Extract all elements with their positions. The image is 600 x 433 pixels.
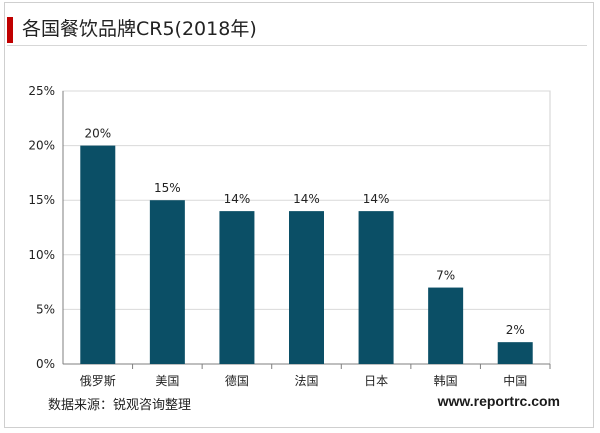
title-accent-bar bbox=[7, 17, 13, 43]
website-watermark: www.reportrc.com bbox=[437, 393, 560, 409]
x-category-label: 日本 bbox=[364, 374, 388, 388]
bar-value-label: 7% bbox=[436, 269, 455, 283]
bar-value-label: 15% bbox=[154, 181, 181, 195]
x-category-label: 韩国 bbox=[434, 373, 458, 388]
bar-value-label: 2% bbox=[506, 323, 525, 337]
y-tick-label: 0% bbox=[36, 357, 55, 371]
bar bbox=[289, 211, 324, 364]
y-tick-label: 25% bbox=[28, 84, 55, 98]
y-tick-label: 15% bbox=[28, 193, 55, 207]
bar bbox=[219, 211, 255, 364]
bar-value-label: 20% bbox=[84, 127, 111, 141]
y-tick-label: 20% bbox=[28, 139, 55, 153]
x-category-label: 法国 bbox=[294, 374, 318, 388]
title-divider bbox=[7, 45, 587, 46]
y-tick-label: 5% bbox=[36, 302, 55, 316]
bar bbox=[358, 211, 394, 364]
y-tick-label: 10% bbox=[28, 248, 55, 262]
bar bbox=[149, 200, 185, 364]
x-category-label: 德国 bbox=[225, 373, 249, 388]
bar bbox=[428, 287, 464, 364]
x-category-label: 中国 bbox=[503, 373, 527, 388]
bar-value-label: 14% bbox=[224, 192, 251, 206]
bar bbox=[497, 342, 533, 364]
x-category-label: 美国 bbox=[155, 374, 179, 388]
bar-value-label: 14% bbox=[293, 192, 320, 206]
data-source-note: 数据来源：锐观咨询整理 bbox=[48, 398, 192, 413]
bar-value-label: 14% bbox=[363, 192, 390, 206]
x-category-label: 俄罗斯 bbox=[80, 374, 116, 388]
bar bbox=[80, 145, 116, 364]
chart-title: 各国餐饮品牌CR5(2018年) bbox=[22, 18, 257, 40]
